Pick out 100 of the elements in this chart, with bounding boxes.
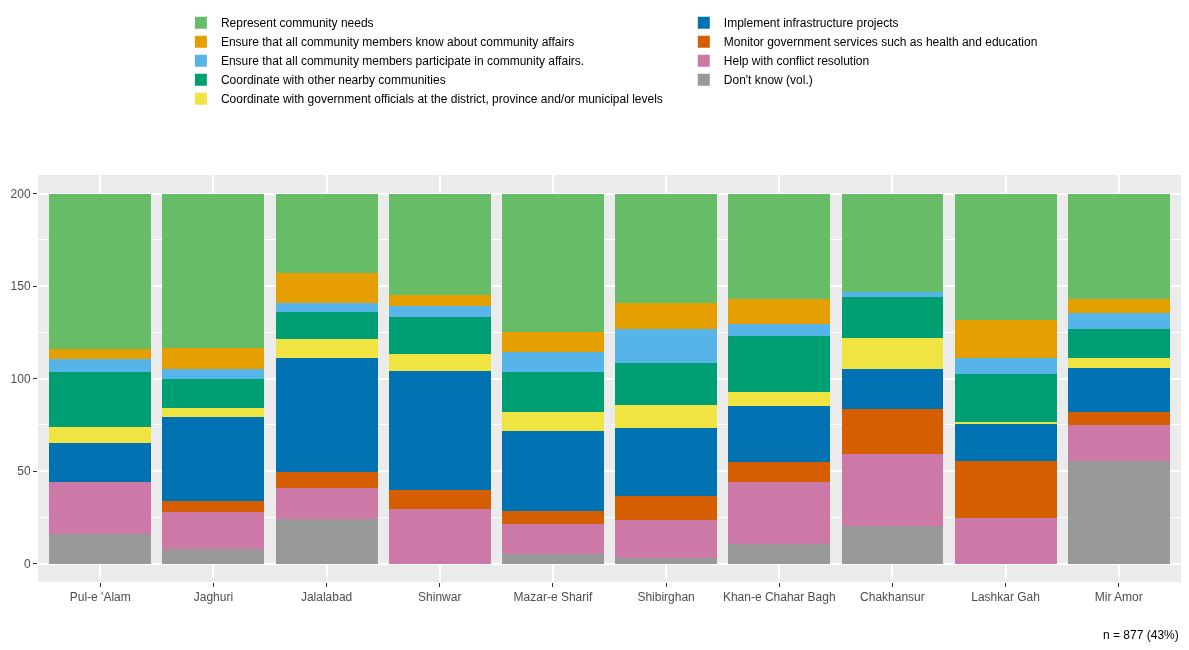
bar xyxy=(388,317,491,355)
bar xyxy=(954,423,1057,461)
bar xyxy=(275,193,378,274)
bar xyxy=(954,194,1057,321)
bar xyxy=(954,358,1057,374)
bar xyxy=(275,358,378,472)
bar xyxy=(275,471,378,488)
bar xyxy=(615,495,718,521)
bar xyxy=(275,273,378,303)
y-tick-label: 0 xyxy=(23,556,31,571)
legend-label: Represent community needs xyxy=(220,16,374,31)
bar xyxy=(388,371,491,491)
bar xyxy=(1067,411,1170,425)
x-tick-label: Mir Amor xyxy=(1094,590,1143,605)
bar xyxy=(841,193,944,293)
bar xyxy=(162,511,265,549)
bar xyxy=(501,372,604,412)
bar xyxy=(615,557,718,564)
bar xyxy=(501,431,604,511)
legend-label: Implement infrastructure projects xyxy=(723,16,899,31)
bar xyxy=(1067,312,1170,329)
x-tick-label: Shibirghan xyxy=(637,590,695,605)
bar xyxy=(388,490,491,509)
bar xyxy=(49,443,152,483)
bar xyxy=(841,297,944,338)
bar xyxy=(388,295,491,307)
bar xyxy=(954,373,1057,422)
bar xyxy=(275,487,378,520)
bar xyxy=(615,362,718,406)
bar xyxy=(501,411,604,432)
y-tick-label: 100 xyxy=(10,371,31,386)
bar xyxy=(49,372,152,427)
text: n = 877 (43%) xyxy=(1103,628,1179,642)
bar xyxy=(615,520,718,558)
bar xyxy=(275,302,378,312)
x-tick-label: Lashkar Gah xyxy=(971,590,1040,605)
bar xyxy=(1067,368,1170,412)
bar xyxy=(162,369,265,379)
bar xyxy=(49,482,152,534)
x-tick-label: Jalalabad xyxy=(300,590,353,605)
bar xyxy=(388,508,491,564)
bar xyxy=(954,460,1057,519)
bar xyxy=(1067,328,1170,359)
bar xyxy=(162,347,265,370)
x-tick-label: Khan-e Chahar Bagh xyxy=(722,590,836,605)
bar xyxy=(162,417,265,501)
legend-label: Ensure that all community members know about community affairs xyxy=(220,35,575,50)
bar xyxy=(728,335,831,393)
bar xyxy=(615,405,718,429)
bar xyxy=(841,409,944,455)
bar xyxy=(728,482,831,545)
bar xyxy=(954,518,1057,564)
bar xyxy=(501,523,604,555)
legend-label: Coordinate with other nearby communities xyxy=(220,73,446,88)
x-tick-label: Pul-e 'Alam xyxy=(69,590,131,605)
bar xyxy=(388,306,491,318)
bar xyxy=(275,338,378,359)
bar xyxy=(388,354,491,372)
bar xyxy=(841,525,944,564)
bar xyxy=(841,454,944,526)
bar xyxy=(728,298,831,324)
bar xyxy=(49,348,152,360)
bar xyxy=(841,292,944,298)
bar xyxy=(1067,460,1170,564)
bar xyxy=(615,329,718,363)
bar xyxy=(728,406,831,462)
x-tick-label: Jaghuri xyxy=(193,590,234,605)
bar xyxy=(615,428,718,496)
bar xyxy=(501,351,604,373)
bar xyxy=(49,426,152,444)
legend-label: Ensure that all community members participate in community affairs. xyxy=(220,54,585,69)
bar xyxy=(162,500,265,512)
bar xyxy=(841,369,944,410)
bar xyxy=(275,311,378,339)
bar xyxy=(275,519,378,564)
bar xyxy=(1067,298,1170,313)
bar xyxy=(162,548,265,564)
legend-label: Don't know (vol.) xyxy=(723,73,813,88)
x-tick-label: Chakhansur xyxy=(860,590,925,605)
bar xyxy=(728,323,831,336)
bar xyxy=(49,193,152,349)
bar xyxy=(162,193,265,348)
bar xyxy=(388,193,491,296)
bar xyxy=(501,554,604,564)
bar xyxy=(728,461,831,483)
bar xyxy=(501,332,604,352)
y-tick-label: 150 xyxy=(10,279,31,294)
bar xyxy=(1067,193,1170,299)
x-tick-label: Shinwar xyxy=(418,590,462,605)
bar xyxy=(49,533,152,564)
bar xyxy=(954,320,1057,359)
bar xyxy=(1067,424,1170,461)
x-tick-label: Mazar-e Sharif xyxy=(513,590,593,605)
bar xyxy=(162,378,265,409)
bar xyxy=(841,337,944,370)
bar xyxy=(728,193,831,299)
legend-label: Coordinate with government officials at the district, province and/or municipal levels xyxy=(220,92,663,107)
y-tick-label: 50 xyxy=(17,464,31,479)
bar xyxy=(1067,358,1170,369)
bar xyxy=(728,392,831,407)
